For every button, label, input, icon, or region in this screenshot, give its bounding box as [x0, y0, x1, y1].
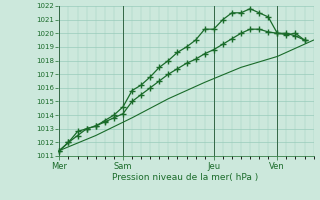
- X-axis label: Pression niveau de la mer( hPa ): Pression niveau de la mer( hPa ): [112, 173, 259, 182]
